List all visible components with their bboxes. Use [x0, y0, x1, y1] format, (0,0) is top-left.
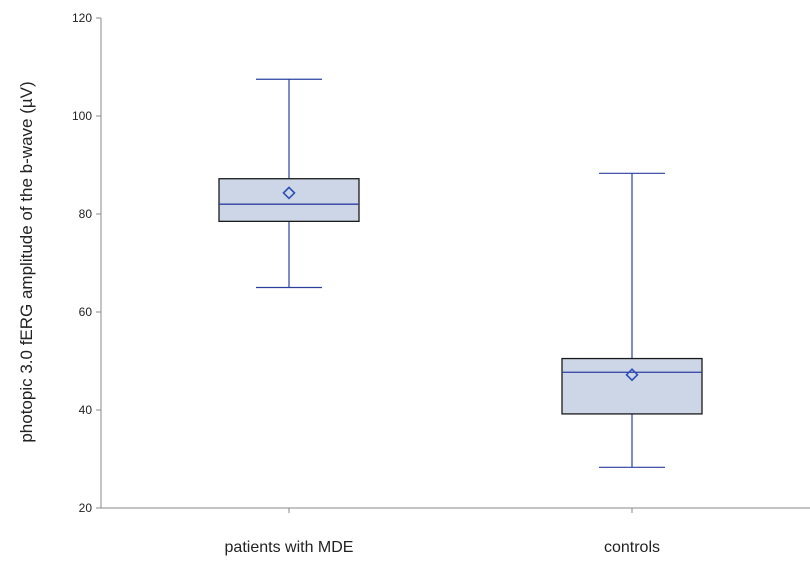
boxes — [218, 78, 703, 468]
y-axis-title: photopic 3.0 fERG amplitude of the b-wav… — [17, 81, 36, 442]
x-category-label: patients with MDE — [225, 539, 354, 556]
y-tick-label: 120 — [72, 11, 92, 25]
y-tick-label: 20 — [79, 501, 93, 515]
box-group — [561, 172, 703, 468]
mean-marker — [282, 186, 296, 200]
interquartile-box — [561, 357, 703, 415]
interquartile-box — [218, 178, 360, 223]
box-group — [218, 78, 360, 289]
axes: 20 40 60 80 100 120 patients with MDE controls — [72, 11, 810, 556]
y-tick-label: 40 — [79, 403, 93, 417]
y-tick-label: 100 — [72, 109, 92, 123]
mean-marker — [625, 368, 639, 382]
y-tick-label: 60 — [79, 305, 93, 319]
y-tick-label: 80 — [79, 207, 93, 221]
x-category-label: controls — [604, 539, 660, 556]
